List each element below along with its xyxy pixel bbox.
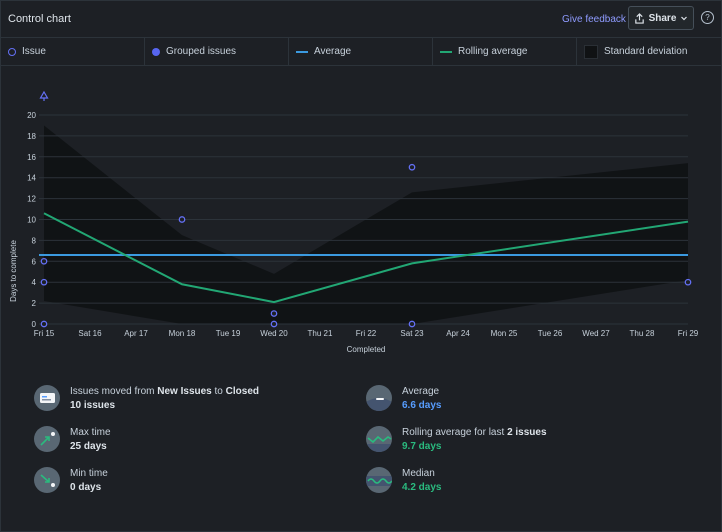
give-feedback-link[interactable]: Give feedback <box>562 14 626 25</box>
stat-rolling-average: Rolling average for last 2 issues 9.7 da… <box>366 426 547 454</box>
rolling-average-line[interactable] <box>43 212 689 304</box>
y-tick-label: 16 <box>27 153 36 162</box>
control-chart[interactable]: 0 2 4 6 8 10 12 14 16 18 20 Fri 15 Sat 16 Apr 17 Mon 1… <box>1 64 721 364</box>
legend-standard-deviation[interactable]: Standard deviation <box>577 38 721 65</box>
issue-point[interactable] <box>270 320 278 328</box>
y-tick-label: 12 <box>27 195 36 204</box>
y-tick-label: 4 <box>32 278 37 287</box>
x-tick-label: Wed 20 <box>260 329 288 338</box>
max-time-icon <box>34 426 60 452</box>
issue-point[interactable] <box>40 257 48 265</box>
legend-rolling-average[interactable]: Rolling average <box>433 38 577 65</box>
max-time-value: 25 days <box>70 441 107 452</box>
x-tick-label: Thu 28 <box>630 329 655 338</box>
share-label: Share <box>648 12 677 24</box>
y-tick-label: 10 <box>27 216 36 225</box>
share-button[interactable]: Share <box>628 6 694 30</box>
x-tick-label: Fri 22 <box>356 329 377 338</box>
issue-point[interactable] <box>178 216 186 223</box>
stat-average: Average 6.6 days <box>366 385 441 413</box>
legend-average[interactable]: Average <box>289 38 433 65</box>
average-label: Average <box>402 386 440 397</box>
y-tick-label: 18 <box>27 132 36 141</box>
y-tick-label: 14 <box>27 174 36 183</box>
median-label: Median <box>402 468 435 479</box>
median-value: 4.2 days <box>402 482 442 493</box>
x-tick-label: Mon 25 <box>491 329 518 338</box>
x-tick-label: Fri 29 <box>678 329 699 338</box>
legend-issue-label: Issue <box>22 46 46 57</box>
issue-point[interactable] <box>408 320 416 328</box>
issue-point[interactable] <box>270 310 278 317</box>
out-of-range-issue-marker[interactable] <box>39 90 49 99</box>
page-title: Control chart <box>8 13 71 25</box>
rolling-average-value: 9.7 days <box>402 441 442 452</box>
rolling-average-line-icon <box>440 50 452 53</box>
x-tick-label: Thu 21 <box>308 329 333 338</box>
x-tick-label: Sat 23 <box>400 329 424 338</box>
legend-issue[interactable]: Issue <box>1 38 145 65</box>
y-tick-label: 2 <box>32 299 37 308</box>
standard-deviation-swatch-icon <box>584 44 598 59</box>
y-axis-label: Days to complete <box>9 240 18 302</box>
stat-max-time: Max time 25 days <box>34 426 111 454</box>
x-tick-label: Fri 15 <box>34 329 55 338</box>
x-tick-label: Wed 27 <box>582 329 610 338</box>
x-tick-label: Apr 17 <box>124 329 148 338</box>
median-icon <box>366 467 392 493</box>
min-time-icon <box>34 467 60 493</box>
min-time-label: Min time <box>70 468 108 479</box>
average-value: 6.6 days <box>402 400 442 411</box>
rolling-average-icon <box>366 426 392 452</box>
grouped-issues-marker-icon <box>152 47 160 56</box>
help-icon[interactable]: ? <box>701 11 714 24</box>
legend-rolling-label: Rolling average <box>458 46 528 57</box>
x-tick-label: Sat 16 <box>78 329 102 338</box>
stat-min-time: Min time 0 days <box>34 467 108 495</box>
rolling-average-label: Rolling average for last 2 issues <box>402 427 547 438</box>
legend-grouped-label: Grouped issues <box>166 46 237 57</box>
legend-grouped-issues[interactable]: Grouped issues <box>145 38 289 65</box>
chart-legend: Issue Grouped issues Average Rolling ave… <box>1 37 721 66</box>
issue-point[interactable] <box>684 278 692 286</box>
issues-card-icon <box>34 385 60 411</box>
y-tick-label: 8 <box>32 236 37 245</box>
chevron-down-icon <box>681 16 688 21</box>
issues-moved-value: 10 issues <box>70 400 116 411</box>
issue-point[interactable] <box>408 163 416 171</box>
y-tick-label: 6 <box>32 257 37 266</box>
share-icon <box>634 12 644 24</box>
x-axis-label: Completed <box>347 345 386 354</box>
issue-point[interactable] <box>40 278 48 286</box>
x-tick-label: Apr 24 <box>446 329 470 338</box>
x-tick-label: Mon 18 <box>169 329 196 338</box>
average-line-icon <box>296 50 308 53</box>
issue-point[interactable] <box>40 320 48 328</box>
max-time-label: Max time <box>70 427 111 438</box>
x-tick-label: Tue 19 <box>216 329 241 338</box>
legend-stddev-label: Standard deviation <box>604 46 688 57</box>
y-tick-label: 20 <box>27 111 36 120</box>
stat-median: Median 4.2 days <box>366 467 441 495</box>
min-time-value: 0 days <box>70 482 102 493</box>
x-tick-label: Tue 26 <box>538 329 563 338</box>
y-tick-label: 0 <box>32 320 37 329</box>
standard-deviation-band <box>44 125 688 324</box>
issue-marker-icon <box>8 47 16 56</box>
panel-header: Control chart Give feedback Share ? <box>1 1 721 37</box>
stat-issues-moved: Issues moved from New Issues to Closed 1… <box>34 385 259 413</box>
average-icon <box>366 385 392 411</box>
legend-average-label: Average <box>314 46 352 57</box>
issues-moved-label: Issues moved from New Issues to Closed <box>70 386 259 397</box>
